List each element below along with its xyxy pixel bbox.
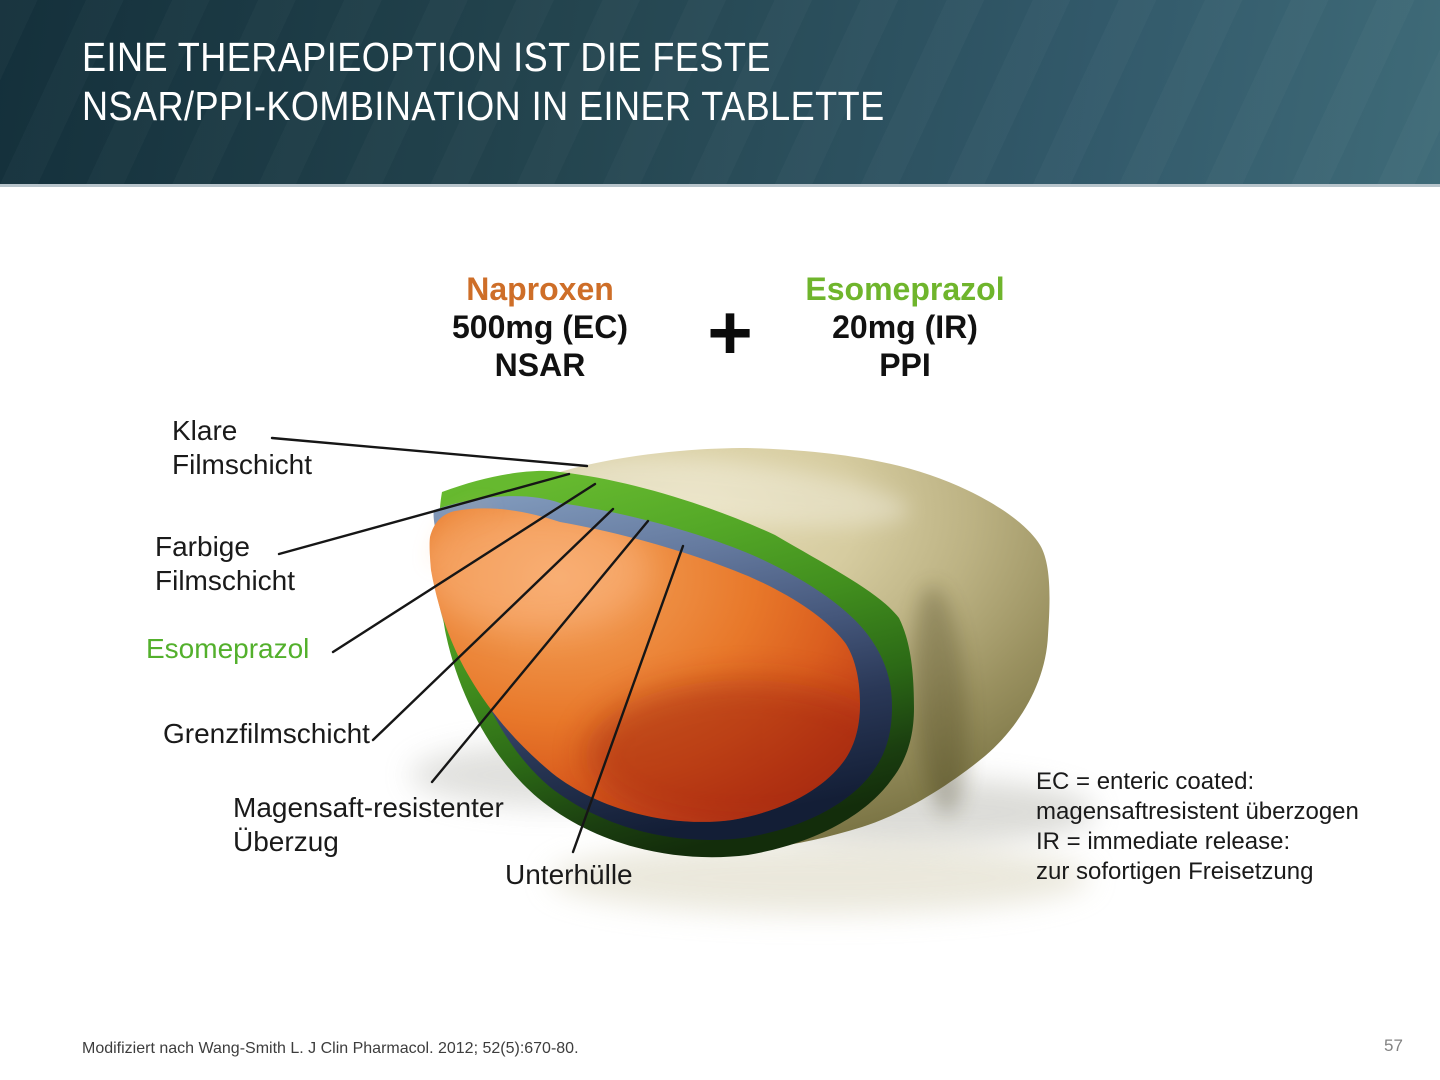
label-unterhuelle: Unterhülle (505, 858, 633, 892)
cut-edge-shadow (912, 585, 968, 815)
title-line-1: EINE THERAPIEOPTION IST DIE FESTE (82, 34, 771, 80)
page-number: 57 (1384, 1036, 1403, 1055)
label-grenzfilmschicht: Grenzfilmschicht (163, 717, 370, 751)
naproxen-name: Naproxen (466, 271, 614, 307)
label-text: Esomeprazol (146, 633, 310, 664)
leader-line-klare-filmschicht (270, 436, 589, 468)
label-text: Klare (172, 415, 238, 446)
leader-line-magensaft-ueberzug (430, 519, 650, 784)
label-text: Filmschicht (172, 449, 313, 480)
leader-line-farbige-filmschicht (277, 472, 571, 556)
label-text: Magensaft-resistenter (233, 792, 504, 823)
naproxen-dose: 500mg (EC) (451, 309, 629, 345)
label-farbige-filmschicht: Farbige Filmschicht (155, 530, 295, 598)
legend-line: magensaftresistent überzogen (1036, 798, 1359, 825)
abbreviation-legend: EC = enteric coated: magensaftresistent … (1036, 767, 1359, 887)
banner-texture (0, 0, 1440, 184)
esomeprazol-dose: 20mg (IR) (832, 309, 978, 345)
core-rim-highlight (432, 506, 489, 566)
label-magensaft-resistenter-ueberzug: Magensaft-resistenter Überzug (233, 791, 504, 859)
legend-line: EC = enteric coated: (1036, 768, 1255, 795)
leader-lines (270, 436, 685, 854)
naproxen-class: NSAR (494, 347, 586, 383)
footer-citation: Modifiziert nach Wang-Smith L. J Clin Ph… (82, 1040, 579, 1057)
core-highlight (429, 508, 650, 632)
leader-line-grenzfilmschicht (371, 507, 615, 742)
plus-sign: + (707, 288, 753, 376)
page-title: EINE THERAPIEOPTION IST DIE FESTE NSAR/P… (82, 33, 885, 131)
ground-reflection (550, 842, 1090, 914)
title-banner: EINE THERAPIEOPTION IST DIE FESTE NSAR/P… (0, 0, 1440, 187)
leader-line-unterhuelle (571, 544, 685, 854)
label-esomeprazol: Esomeprazol (146, 632, 309, 666)
esomeprazol-class: PPI (879, 347, 931, 383)
esomeprazol-block: Esomeprazol 20mg (IR) PPI (785, 270, 1025, 384)
title-line-2: NSAR/PPI-KOMBINATION IN EINER TABLETTE (82, 83, 885, 129)
label-text: Farbige (155, 531, 250, 562)
legend-line: zur sofortigen Freisetzung (1036, 858, 1314, 885)
naproxen-block: Naproxen 500mg (EC) NSAR (430, 270, 650, 384)
legend-line: IR = immediate release: (1036, 828, 1291, 855)
label-text: Filmschicht (155, 565, 296, 596)
leader-line-esomeprazol (331, 482, 597, 654)
label-klare-filmschicht: Klare Filmschicht (172, 414, 312, 482)
label-text: Überzug (233, 826, 339, 857)
label-text: Grenzfilmschicht (163, 718, 370, 749)
label-text: Unterhülle (505, 859, 633, 890)
esomeprazol-name: Esomeprazol (805, 271, 1005, 307)
tablet-body-highlight (550, 456, 910, 528)
